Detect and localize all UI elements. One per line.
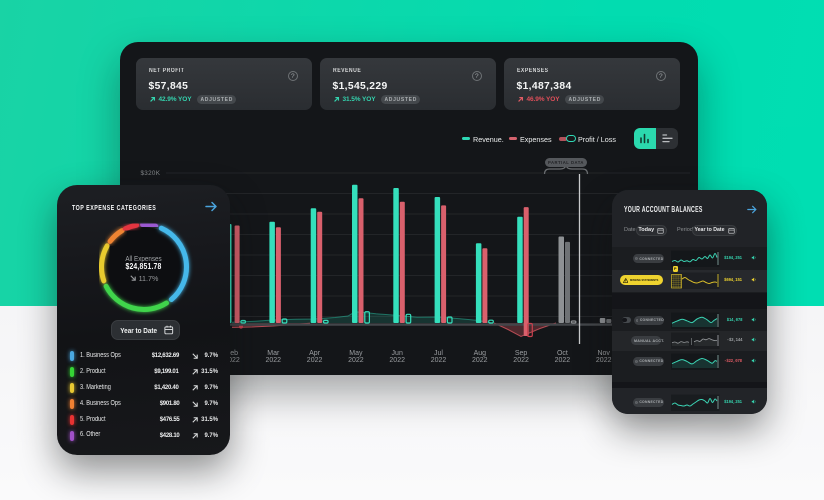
- svg-text:Aug: Aug: [474, 350, 487, 357]
- svg-text:May: May: [349, 350, 363, 357]
- svg-text:2022: 2022: [513, 357, 529, 364]
- svg-text:2022: 2022: [596, 357, 612, 364]
- svg-text:Nov: Nov: [597, 350, 610, 357]
- svg-text:Jul: Jul: [434, 350, 443, 357]
- svg-text:Jun: Jun: [392, 350, 403, 357]
- svg-text:Sep: Sep: [515, 350, 528, 357]
- svg-text:2022: 2022: [307, 357, 323, 364]
- svg-text:2022: 2022: [348, 357, 364, 364]
- svg-text:Oct: Oct: [557, 350, 568, 357]
- svg-text:2022: 2022: [389, 357, 405, 364]
- svg-text:2022: 2022: [224, 357, 240, 364]
- svg-text:Apr: Apr: [309, 350, 321, 357]
- svg-text:Feb: Feb: [226, 350, 238, 357]
- svg-text:2022: 2022: [555, 357, 571, 364]
- svg-text:2022: 2022: [266, 357, 282, 364]
- svg-text:2022: 2022: [431, 357, 447, 364]
- svg-text:2022: 2022: [472, 357, 488, 364]
- svg-text:$320K: $320K: [141, 170, 161, 177]
- svg-text:Mar: Mar: [267, 350, 280, 357]
